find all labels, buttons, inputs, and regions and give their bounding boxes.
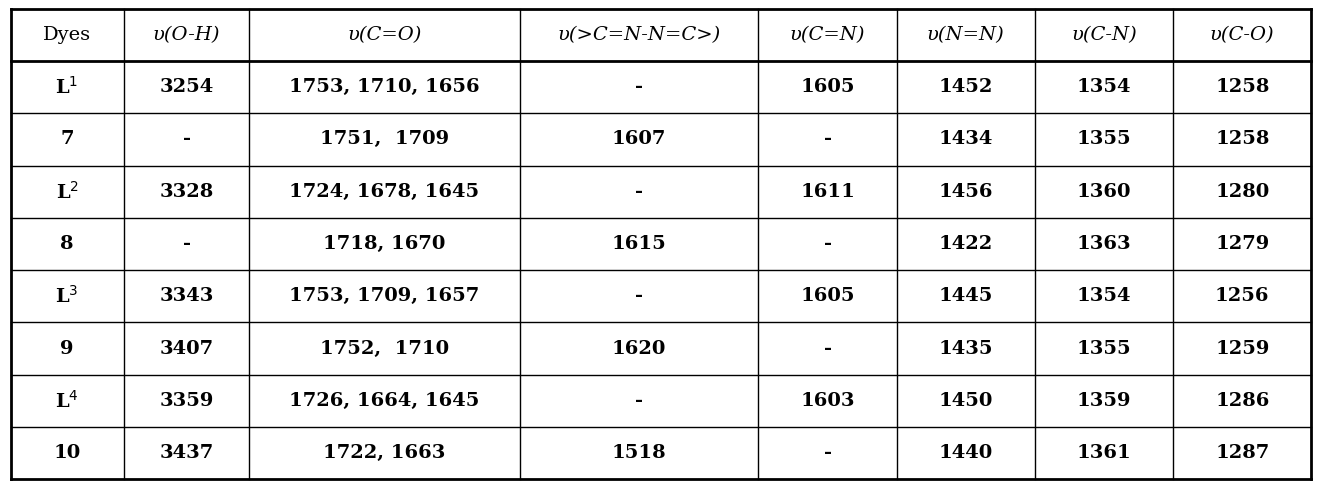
Text: 1355: 1355 bbox=[1076, 130, 1132, 148]
Text: L$^3$: L$^3$ bbox=[56, 285, 79, 307]
Text: υ(C=O): υ(C=O) bbox=[348, 26, 422, 44]
Text: 1440: 1440 bbox=[939, 444, 993, 462]
Text: 1753, 1709, 1657: 1753, 1709, 1657 bbox=[290, 287, 480, 305]
Text: 1611: 1611 bbox=[800, 183, 855, 201]
Text: -: - bbox=[824, 235, 832, 253]
Text: Dyes: Dyes bbox=[44, 26, 91, 44]
Text: 1722, 1663: 1722, 1663 bbox=[324, 444, 446, 462]
Text: 3407: 3407 bbox=[160, 340, 214, 358]
Text: 1359: 1359 bbox=[1077, 392, 1132, 410]
Text: υ(C-N): υ(C-N) bbox=[1071, 26, 1137, 44]
Text: υ(C-O): υ(C-O) bbox=[1210, 26, 1274, 44]
Text: -: - bbox=[635, 287, 642, 305]
Text: 1605: 1605 bbox=[800, 287, 855, 305]
Text: 1259: 1259 bbox=[1215, 340, 1269, 358]
Text: -: - bbox=[635, 183, 642, 201]
Text: 3328: 3328 bbox=[160, 183, 214, 201]
Text: 1363: 1363 bbox=[1076, 235, 1132, 253]
Text: 1518: 1518 bbox=[612, 444, 666, 462]
Text: -: - bbox=[824, 340, 832, 358]
Text: 1718, 1670: 1718, 1670 bbox=[324, 235, 446, 253]
Text: 1605: 1605 bbox=[800, 78, 855, 96]
Text: 1752,  1710: 1752, 1710 bbox=[320, 340, 449, 358]
Text: -: - bbox=[635, 78, 642, 96]
Text: -: - bbox=[824, 444, 832, 462]
Text: 1354: 1354 bbox=[1077, 78, 1132, 96]
Text: 1615: 1615 bbox=[612, 235, 666, 253]
Text: 1354: 1354 bbox=[1077, 287, 1132, 305]
Text: 1620: 1620 bbox=[612, 340, 666, 358]
Text: 1256: 1256 bbox=[1215, 287, 1269, 305]
Text: 1452: 1452 bbox=[939, 78, 993, 96]
Text: -: - bbox=[182, 130, 190, 148]
Text: 1603: 1603 bbox=[800, 392, 855, 410]
Text: L$^4$: L$^4$ bbox=[56, 390, 79, 412]
Text: 1724, 1678, 1645: 1724, 1678, 1645 bbox=[290, 183, 480, 201]
Text: 1607: 1607 bbox=[612, 130, 666, 148]
Text: 1435: 1435 bbox=[939, 340, 993, 358]
Text: 1726, 1664, 1645: 1726, 1664, 1645 bbox=[290, 392, 480, 410]
Text: 1355: 1355 bbox=[1076, 340, 1132, 358]
Text: υ(>C=N-N=C>): υ(>C=N-N=C>) bbox=[558, 26, 720, 44]
Text: 1360: 1360 bbox=[1077, 183, 1132, 201]
Text: -: - bbox=[635, 392, 642, 410]
Text: 1258: 1258 bbox=[1215, 130, 1269, 148]
Text: 7: 7 bbox=[61, 130, 74, 148]
Text: υ(N=N): υ(N=N) bbox=[927, 26, 1005, 44]
Text: 3254: 3254 bbox=[160, 78, 214, 96]
Text: 10: 10 bbox=[53, 444, 81, 462]
Text: 1422: 1422 bbox=[939, 235, 993, 253]
Text: -: - bbox=[182, 235, 190, 253]
Text: 1280: 1280 bbox=[1215, 183, 1269, 201]
Text: 1361: 1361 bbox=[1076, 444, 1132, 462]
Text: 9: 9 bbox=[61, 340, 74, 358]
Text: 3359: 3359 bbox=[160, 392, 214, 410]
Text: 1279: 1279 bbox=[1215, 235, 1269, 253]
Text: 8: 8 bbox=[61, 235, 74, 253]
Text: 1287: 1287 bbox=[1215, 444, 1269, 462]
Text: 1445: 1445 bbox=[939, 287, 993, 305]
Text: 1753, 1710, 1656: 1753, 1710, 1656 bbox=[290, 78, 480, 96]
Text: 1434: 1434 bbox=[939, 130, 993, 148]
Text: 1286: 1286 bbox=[1215, 392, 1269, 410]
Text: L$^1$: L$^1$ bbox=[56, 76, 79, 98]
Text: υ(C=N): υ(C=N) bbox=[789, 26, 866, 44]
Text: 1258: 1258 bbox=[1215, 78, 1269, 96]
Text: -: - bbox=[824, 130, 832, 148]
Text: 3343: 3343 bbox=[160, 287, 214, 305]
Text: L$^2$: L$^2$ bbox=[56, 181, 79, 203]
Text: 1751,  1709: 1751, 1709 bbox=[320, 130, 449, 148]
Text: 1450: 1450 bbox=[939, 392, 993, 410]
Text: 3437: 3437 bbox=[160, 444, 214, 462]
Text: υ(O-H): υ(O-H) bbox=[153, 26, 221, 44]
Text: 1456: 1456 bbox=[939, 183, 993, 201]
